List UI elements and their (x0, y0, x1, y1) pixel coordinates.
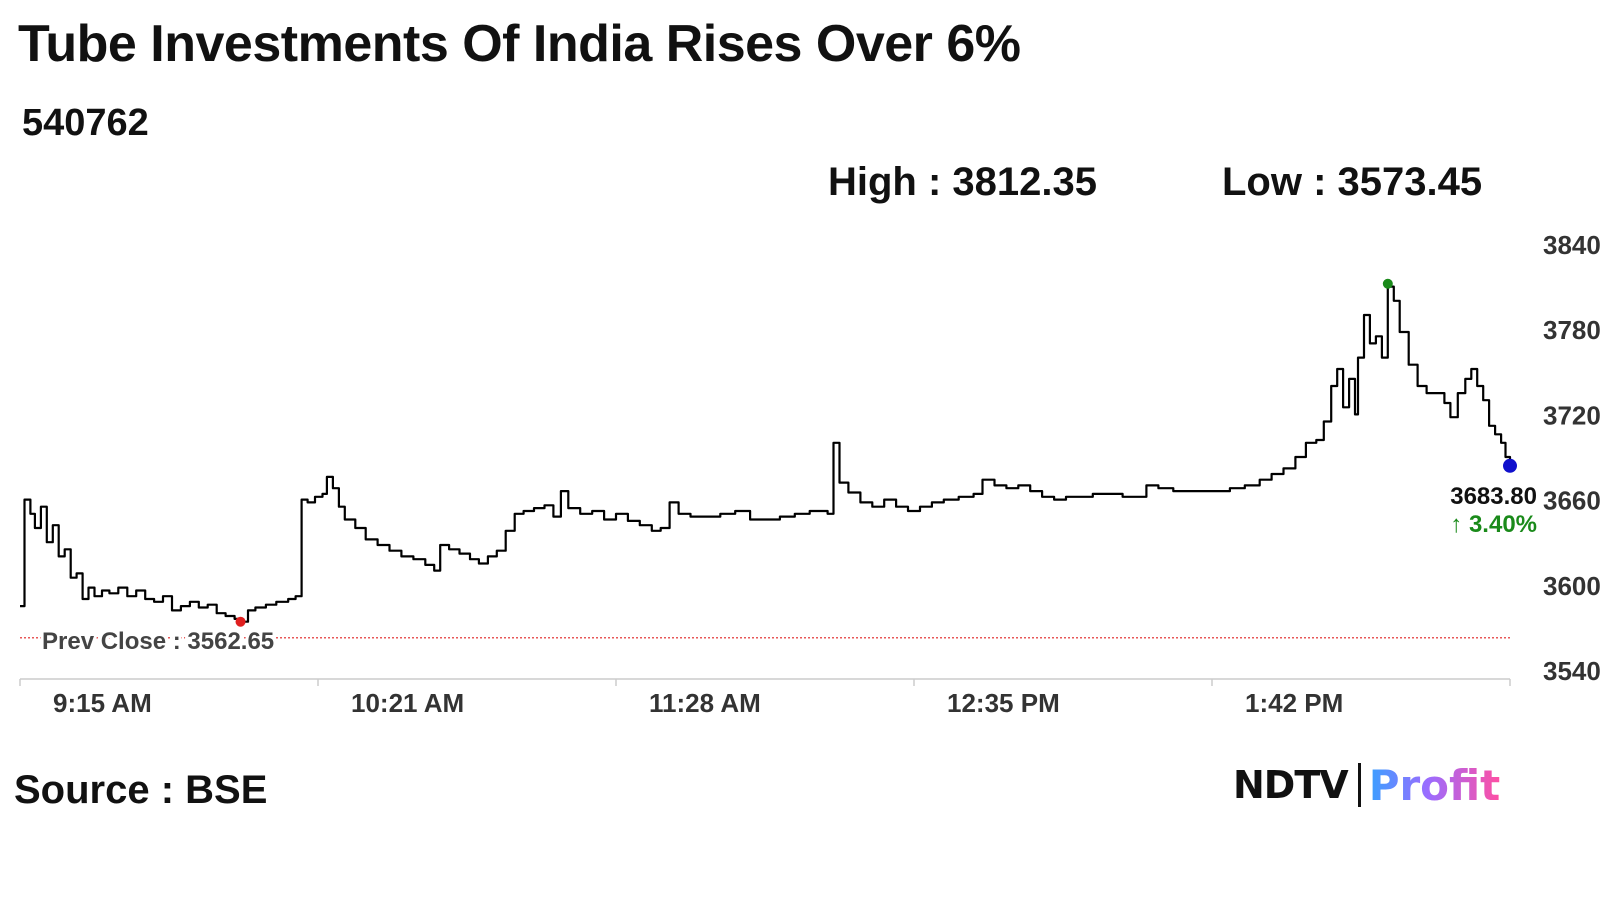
day-high-marker (1382, 278, 1393, 289)
x-tick-label: 11:28 AM (649, 688, 761, 718)
logo-divider (1357, 763, 1361, 807)
last-price-label: 3683.80 (1450, 483, 1537, 510)
source-label: Source : BSE (14, 768, 268, 812)
y-tick-label: 3780 (1543, 315, 1600, 345)
x-tick-label: 9:15 AM (53, 688, 152, 718)
day-high-label: High : 3812.35 (828, 160, 1098, 204)
x-tick-label: 1:42 PM (1245, 688, 1343, 718)
ndtv-profit-logo: NDTV Profit (1233, 760, 1500, 810)
day-low-label: Low : 3573.45 (1222, 160, 1483, 204)
day-low-marker (235, 616, 246, 627)
stock-code: 540762 (22, 102, 149, 144)
logo-profit-text: Profit (1368, 760, 1501, 810)
x-tick-label: 10:21 AM (351, 688, 464, 718)
prev-close-label: Prev Close : 3562.65 (42, 628, 274, 655)
price-line (20, 285, 1512, 623)
y-tick-label: 3600 (1543, 571, 1600, 601)
logo-ndtv-text: NDTV (1233, 763, 1349, 807)
last-price-marker (1503, 458, 1517, 473)
y-tick-label: 3540 (1543, 656, 1600, 686)
chart-title: Tube Investments Of India Rises Over 6% (18, 15, 1021, 73)
change-percent-label: ↑ 3.40% (1450, 511, 1537, 538)
y-tick-label: 3720 (1543, 400, 1600, 430)
y-tick-label: 3840 (1543, 230, 1600, 260)
y-tick-label: 3660 (1543, 486, 1600, 516)
x-tick-label: 12:35 PM (947, 688, 1060, 718)
